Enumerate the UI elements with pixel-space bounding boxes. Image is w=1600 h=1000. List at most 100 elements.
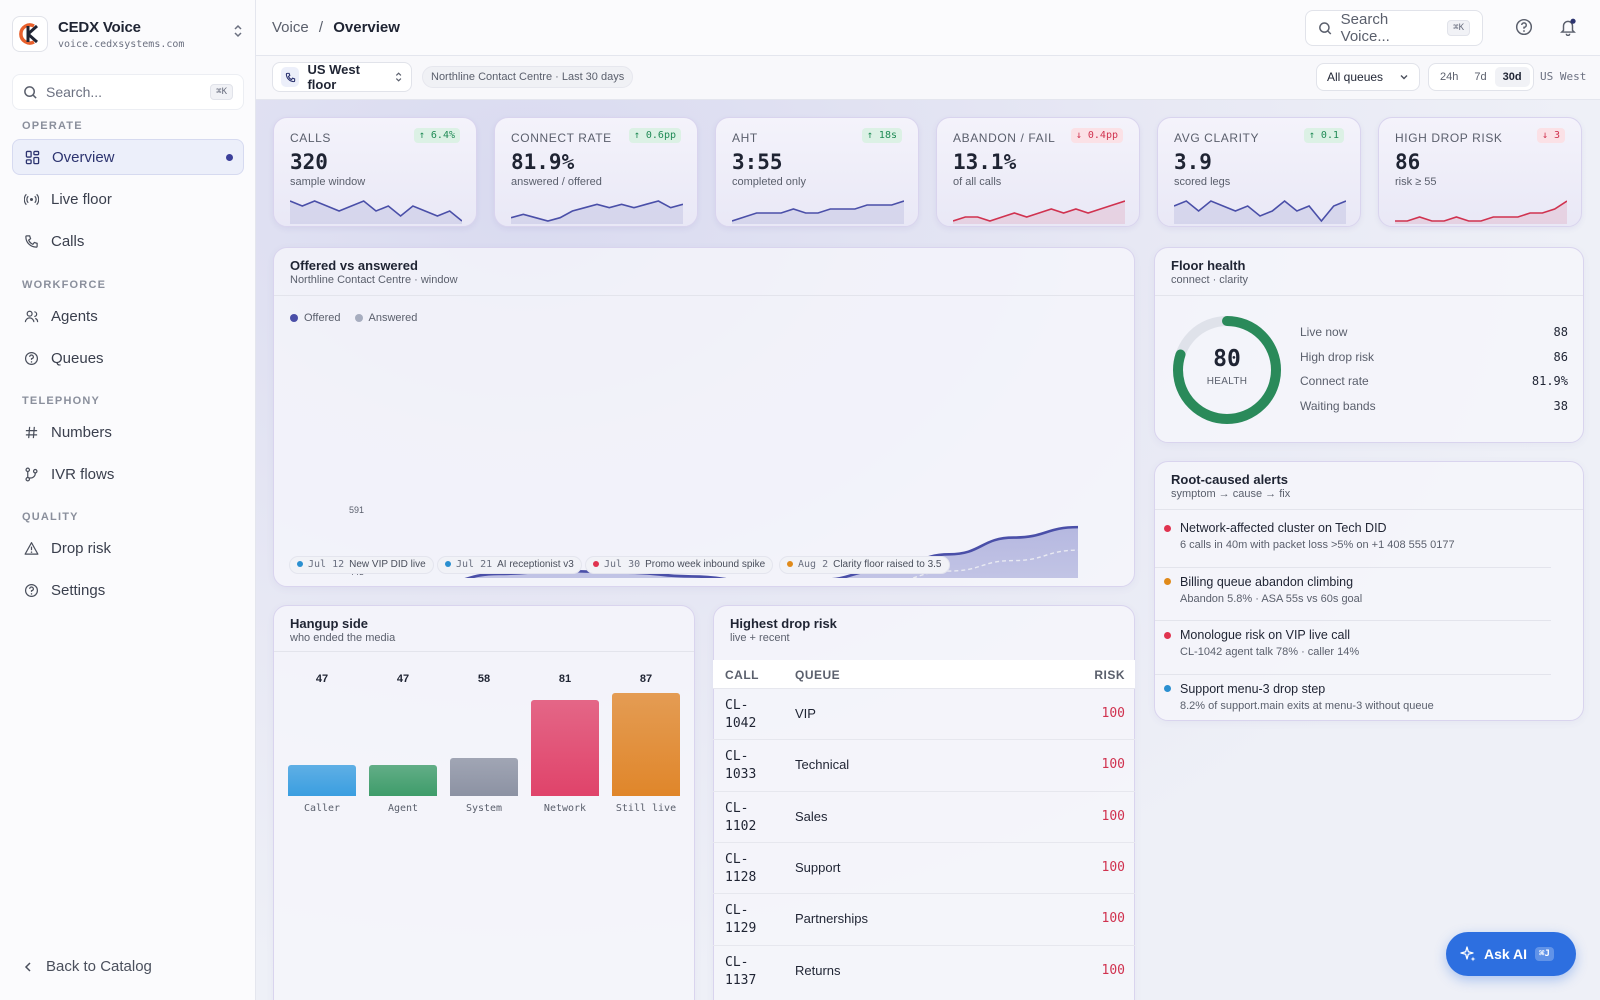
kpi-delta-badge: ↑ 6.4% xyxy=(413,128,460,143)
chart-legend: Offered Answered xyxy=(290,312,417,324)
sparkline-area xyxy=(290,201,462,224)
card-subtitle: symptom → cause → fix xyxy=(1171,488,1291,500)
legend-answered[interactable]: Answered xyxy=(354,312,417,324)
range-7d[interactable]: 7d xyxy=(1474,71,1487,83)
card-subtitle: who ended the media xyxy=(290,632,396,644)
table-row[interactable]: CL-1042 VIP 100 xyxy=(713,688,1135,739)
kpi-card[interactable]: HIGH DROP RISK ↓ 3 86 risk ≥ 55 xyxy=(1378,117,1582,227)
annotation-chip[interactable]: Aug 2 Clarity floor raised to 3.5 xyxy=(779,556,950,574)
broadcast-icon xyxy=(24,193,39,205)
annotation-date: Jul 30 xyxy=(604,559,641,570)
alert-item[interactable]: Network-affected cluster on Tech DID 6 ca… xyxy=(1164,521,1570,551)
back-to-catalog-link[interactable]: Back to Catalog xyxy=(22,958,152,975)
annotation-text: AI receptionist v3 xyxy=(497,559,574,570)
sidebar-item-agents[interactable]: Agents xyxy=(12,298,244,334)
annotation-chip[interactable]: Jul 30 Promo week inbound spike xyxy=(585,556,774,574)
bell-icon[interactable] xyxy=(1559,18,1577,41)
kpi-delta-badge: ↑ 18s xyxy=(861,128,902,143)
cell-risk: 100 xyxy=(1101,962,1125,978)
sparkline-line xyxy=(511,200,683,222)
cell-call-id: CL-1042 xyxy=(725,698,757,731)
sparkle-icon xyxy=(1460,946,1476,962)
sparkline-area xyxy=(1395,201,1567,224)
ask-ai-button[interactable]: Ask AI ⌘J xyxy=(1446,932,1576,976)
kpi-card[interactable]: CALLS ↑ 6.4% 320 sample window xyxy=(273,117,477,227)
annotation-date: Jul 21 xyxy=(456,559,493,570)
kpi-card[interactable]: ABANDON / FAIL ↓ 0.4pp 13.1% of all calls xyxy=(936,117,1140,227)
alert-item[interactable]: Monologue risk on VIP live call CL-1042 a… xyxy=(1164,628,1570,658)
table-row[interactable]: CL-1137 Returns 100 xyxy=(713,944,1135,996)
kpi-card[interactable]: AVG CLARITY ↑ 0.1 3.9 scored legs xyxy=(1157,117,1361,227)
kpi-value: 320 xyxy=(290,150,328,174)
floor-selector[interactable]: US West floor xyxy=(272,62,412,92)
card-subtitle: connect · clarity xyxy=(1171,274,1249,286)
help-circle-icon xyxy=(24,583,39,597)
sidebar-item-overview[interactable]: Overview xyxy=(12,139,244,175)
bar[interactable] xyxy=(531,700,599,796)
sidebar-item-settings[interactable]: Settings xyxy=(12,572,244,608)
breadcrumb-parent[interactable]: Voice xyxy=(272,19,309,36)
cell-risk: 100 xyxy=(1101,706,1125,721)
alert-title-row: Support menu-3 drop step xyxy=(1164,682,1570,696)
card-title: Hangup side xyxy=(290,616,369,631)
sidebar-item-calls[interactable]: Calls xyxy=(12,223,244,259)
help-icon[interactable] xyxy=(1515,18,1533,41)
sidebar-item-queues[interactable]: Queues xyxy=(12,340,244,376)
floor-health-row: High drop risk 86 xyxy=(1300,350,1568,364)
legend-offered[interactable]: Offered xyxy=(290,312,341,324)
chevron-down-icon xyxy=(1400,75,1408,80)
alert-detail: 8.2% of support.main exits at menu-3 wit… xyxy=(1180,699,1434,712)
range-30d[interactable]: 30d xyxy=(1494,67,1530,87)
bar[interactable] xyxy=(450,758,518,796)
sidebar-item-live-floor[interactable]: Live floor xyxy=(12,181,244,217)
global-search-placeholder: Search Voice... xyxy=(1340,11,1390,45)
kpi-card[interactable]: AHT ↑ 18s 3:55 completed only xyxy=(715,117,919,227)
warning-triangle-icon xyxy=(24,541,39,555)
bar[interactable] xyxy=(612,693,680,796)
kpi-label: ABANDON / FAIL xyxy=(953,131,1056,145)
context-badge: Northline Contact Centre · Last 30 days xyxy=(422,66,634,88)
kpi-label: AHT xyxy=(732,131,758,145)
y-tick-label: 591 xyxy=(349,505,364,515)
annotation-chip[interactable]: Jul 12 New VIP DID live xyxy=(289,556,434,574)
alert-title-row: Monologue risk on VIP live call xyxy=(1164,628,1570,642)
alert-severity-dot xyxy=(1164,524,1171,532)
offered-answered-chart: 0148295443591Jul 6Jul 9Jul 12Jul 15Jul 1… xyxy=(349,505,1079,578)
kpi-label: CONNECT RATE xyxy=(511,131,612,145)
card-subtitle: live + recent xyxy=(730,632,790,644)
kpi-value: 81.9% xyxy=(511,150,575,174)
kpi-sublabel: risk ≥ 55 xyxy=(1395,176,1437,188)
kpi-sparkline xyxy=(1174,199,1346,224)
sidebar-search[interactable]: Search... ⌘K xyxy=(12,74,244,110)
sidebar-item-label: IVR flows xyxy=(51,465,115,483)
brand-switcher[interactable]: CEDX Voice voice.cedxsystems.com xyxy=(12,12,244,56)
cell-queue: Sales xyxy=(795,808,828,824)
cell-queue: Partnerships xyxy=(795,911,868,927)
sidebar-item-ivr-flows[interactable]: IVR flows xyxy=(12,456,244,492)
alert-severity-dot xyxy=(1164,578,1171,585)
alert-item[interactable]: Billing queue abandon climbing Abandon 5.… xyxy=(1164,575,1570,605)
range-24h[interactable]: 24h xyxy=(1440,71,1459,83)
chevron-up-down-icon xyxy=(232,24,244,41)
table-row[interactable]: CL-1128 Support 100 xyxy=(713,841,1135,893)
ask-ai-shortcut: ⌘J xyxy=(1535,947,1554,961)
bar[interactable] xyxy=(369,765,437,796)
alert-detail: CL-1042 agent talk 78% · caller 14% xyxy=(1180,646,1360,658)
card-title: Root-caused alerts xyxy=(1171,472,1289,487)
kpi-sparkline xyxy=(732,200,904,224)
bar[interactable] xyxy=(288,765,356,796)
kpi-card[interactable]: CONNECT RATE ↑ 0.6pp 81.9% answered / offer… xyxy=(494,117,698,227)
kpi-sparkline xyxy=(1395,200,1567,224)
sidebar-item-drop-risk[interactable]: Drop risk xyxy=(12,530,244,566)
annotation-chip[interactable]: Jul 21 AI receptionist v3 xyxy=(437,556,582,574)
floor-health-label: Connect rate xyxy=(1300,374,1369,388)
kpi-sublabel: sample window xyxy=(290,176,366,188)
cell-call-id: CL-1102 xyxy=(725,800,757,834)
table-row[interactable]: CL-1102 Sales 100 xyxy=(713,790,1135,842)
sidebar-item-numbers[interactable]: Numbers xyxy=(12,414,244,450)
table-row[interactable]: CL-1129 Partnerships 100 xyxy=(713,893,1135,944)
queue-select[interactable]: All queues xyxy=(1316,63,1420,91)
global-search[interactable]: Search Voice... ⌘K xyxy=(1305,10,1483,46)
alert-item[interactable]: Support menu-3 drop step 8.2% of support.… xyxy=(1164,682,1570,712)
table-row[interactable]: CL-1033 Technical 100 xyxy=(713,739,1135,790)
